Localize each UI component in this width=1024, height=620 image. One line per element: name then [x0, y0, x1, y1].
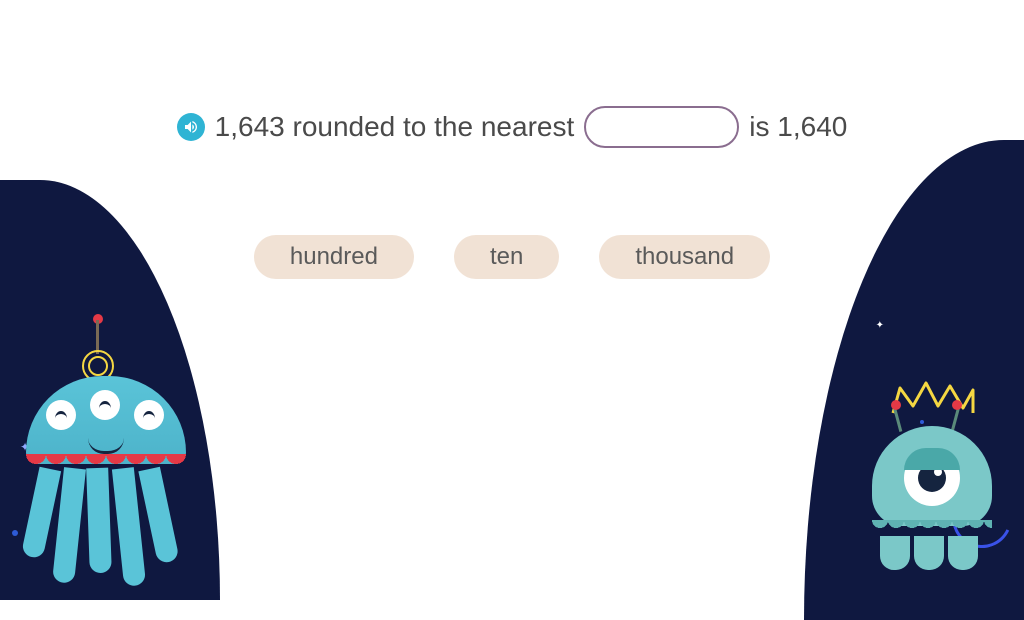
speaker-icon	[183, 119, 199, 135]
question-text-part2: is 1,640	[749, 111, 847, 143]
option-hundred[interactable]: hundred	[254, 235, 414, 279]
alien-cyclops	[852, 370, 1012, 570]
alien-jellyfish	[18, 320, 198, 570]
question-text-part1: 1,643 rounded to the nearest	[215, 111, 575, 143]
audio-button[interactable]	[177, 113, 205, 141]
answer-blank[interactable]	[584, 106, 739, 148]
option-ten[interactable]: ten	[454, 235, 559, 279]
option-thousand[interactable]: thousand	[599, 235, 770, 279]
